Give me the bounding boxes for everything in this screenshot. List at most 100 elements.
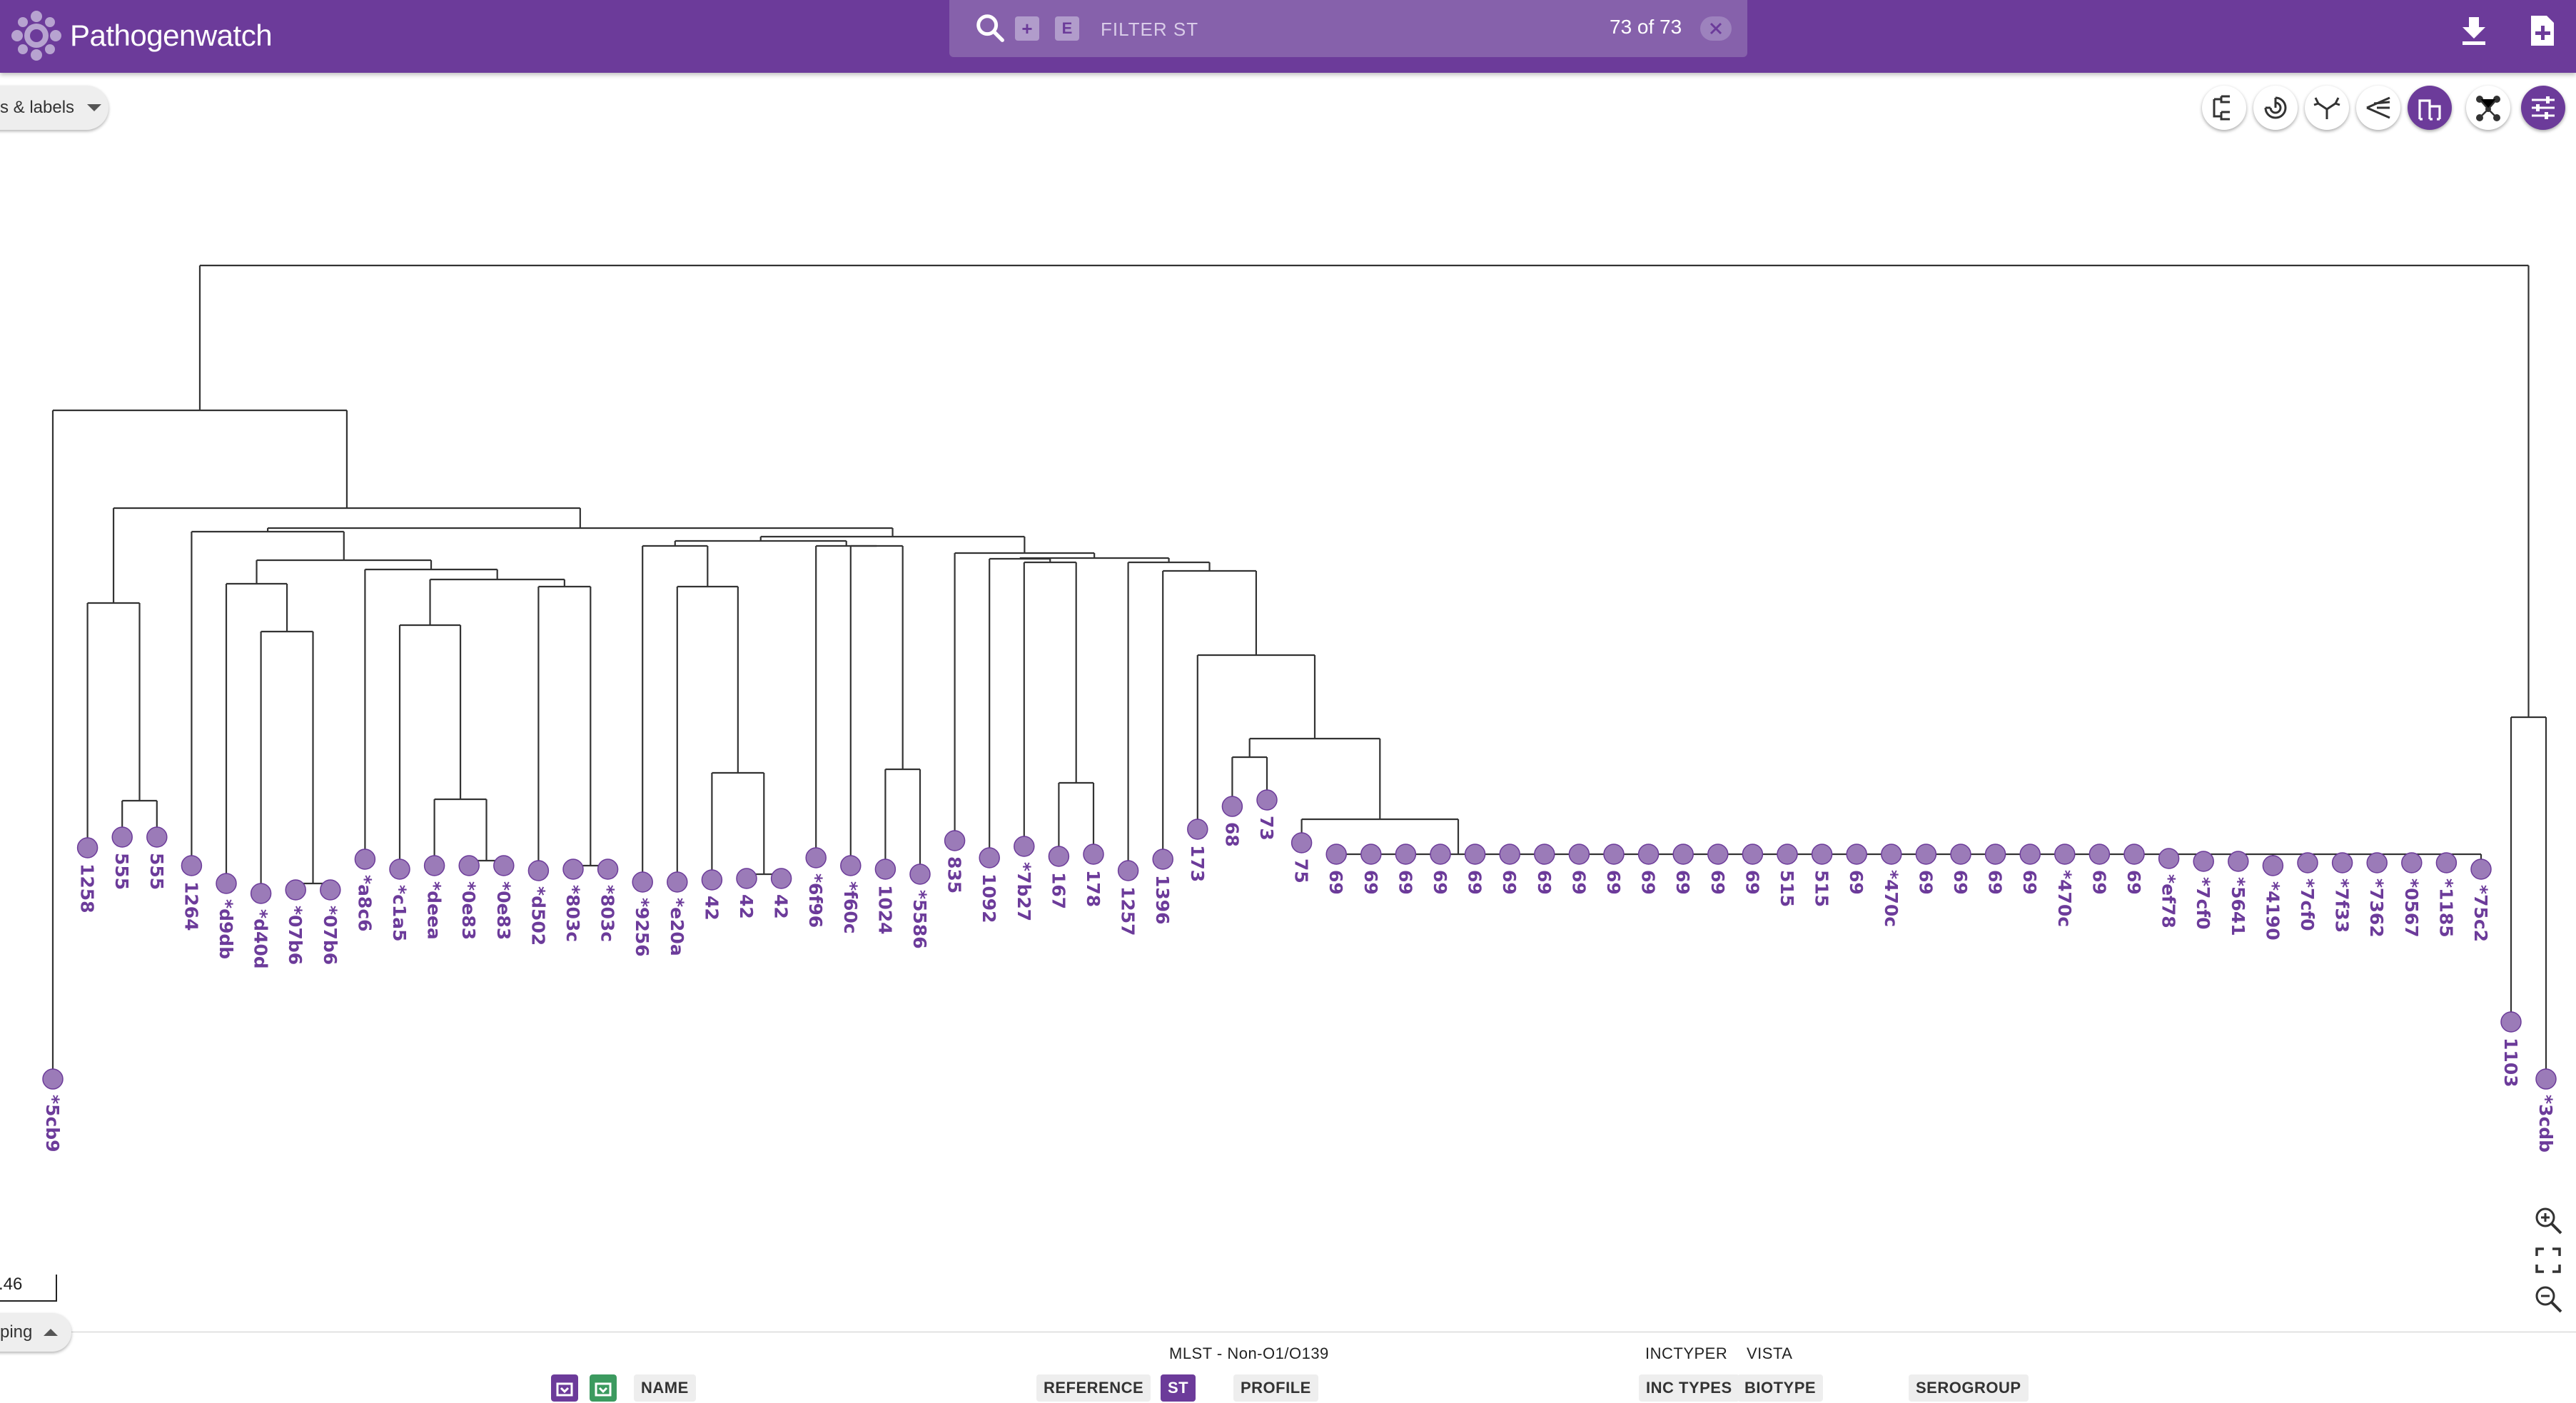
- tree-leaf-node[interactable]: [1395, 844, 1417, 865]
- tree-leaf-node[interactable]: [2435, 852, 2458, 873]
- tree-leaf-node[interactable]: [320, 879, 341, 901]
- tree-leaf-node[interactable]: [1603, 844, 1625, 865]
- tree-leaf-node[interactable]: [1637, 844, 1660, 865]
- tree-leaf-node[interactable]: [805, 847, 827, 868]
- tree-leaf-node[interactable]: [423, 855, 445, 876]
- tree-leaf-node[interactable]: [216, 873, 237, 894]
- tree-leaf-node[interactable]: [1187, 819, 1208, 840]
- tree-leaf-node[interactable]: [1742, 844, 1764, 865]
- tree-leaf-node[interactable]: [736, 868, 757, 889]
- tree-leaf-node[interactable]: [1256, 789, 1278, 811]
- tree-leaf-node[interactable]: [874, 858, 896, 880]
- tree-type-diagonal-button[interactable]: [2356, 86, 2400, 130]
- tree-leaf-node[interactable]: [1325, 844, 1347, 865]
- tree-leaf-node[interactable]: [1846, 844, 1867, 865]
- add-filter-button[interactable]: +: [1015, 16, 1039, 41]
- tree-leaf-node[interactable]: [909, 863, 931, 885]
- column-reference-button[interactable]: REFERENCE: [1036, 1374, 1151, 1402]
- tree-leaf-node[interactable]: [1117, 860, 1139, 881]
- search-input[interactable]: [1099, 13, 1530, 46]
- tree-leaf-node[interactable]: [2054, 844, 2076, 865]
- collapse-metadata-icon[interactable]: [551, 1374, 578, 1402]
- search-icon[interactable]: [974, 11, 1006, 44]
- network-view-button[interactable]: [2466, 86, 2510, 130]
- tree-leaf-node[interactable]: [2331, 852, 2353, 873]
- tree-leaf-node[interactable]: [76, 837, 99, 858]
- zoom-in-icon[interactable]: [2532, 1205, 2564, 1236]
- tree-leaf-node[interactable]: [2401, 852, 2423, 873]
- tree-leaf-node[interactable]: [944, 830, 966, 851]
- tree-leaf-node[interactable]: [632, 871, 653, 893]
- tree-leaf-node[interactable]: [458, 855, 480, 876]
- tree-type-circular-button[interactable]: [2253, 86, 2298, 130]
- exact-match-button[interactable]: E: [1055, 16, 1079, 41]
- tree-leaf-node[interactable]: [2500, 1011, 2522, 1033]
- tree-type-rectangular-button[interactable]: [2202, 86, 2246, 130]
- zoom-out-icon[interactable]: [2532, 1283, 2564, 1315]
- tree-leaf-node[interactable]: [2019, 844, 2041, 865]
- column-inc-types-button[interactable]: INC TYPES: [1639, 1374, 1739, 1402]
- tree-type-hierarchical-button[interactable]: [2408, 86, 2452, 130]
- tree-leaf-node[interactable]: [2158, 848, 2180, 869]
- tree-leaf-node[interactable]: [1672, 844, 1694, 865]
- tree-leaf-node[interactable]: [42, 1068, 64, 1090]
- tree-leaf-node[interactable]: [1083, 844, 1104, 865]
- tree-leaf-node[interactable]: [2297, 852, 2318, 873]
- grouping-toggle-button[interactable]: ping: [0, 1313, 71, 1352]
- tree-leaf-node[interactable]: [1568, 844, 1590, 865]
- tree-leaf-node[interactable]: [2123, 844, 2145, 865]
- tree-leaf-node[interactable]: [1014, 836, 1035, 857]
- app-logo[interactable]: Pathogenwatch: [10, 6, 273, 66]
- tree-leaf-node[interactable]: [493, 855, 515, 876]
- tree-leaf-node[interactable]: [1915, 844, 1937, 865]
- expand-metadata-icon[interactable]: [590, 1374, 617, 1402]
- column-st-button[interactable]: ST: [1161, 1374, 1196, 1402]
- tree-leaf-node[interactable]: [285, 879, 306, 901]
- tree-leaf-node[interactable]: [1048, 846, 1070, 867]
- tree-leaf-node[interactable]: [1464, 844, 1486, 865]
- add-file-icon[interactable]: [2528, 14, 2557, 47]
- tree-leaf-node[interactable]: [1290, 832, 1313, 854]
- tree-leaf-node[interactable]: [1221, 796, 1243, 817]
- column-name-button[interactable]: NAME: [634, 1374, 696, 1402]
- tree-settings-button[interactable]: [2521, 86, 2565, 130]
- tree-leaf-node[interactable]: [2470, 858, 2492, 880]
- tree-leaf-node[interactable]: [597, 858, 619, 880]
- tree-leaf-node[interactable]: [2088, 844, 2111, 865]
- tree-leaf-node[interactable]: [111, 826, 133, 848]
- fit-icon[interactable]: [2532, 1245, 2564, 1276]
- column-profile-button[interactable]: PROFILE: [1233, 1374, 1318, 1402]
- tree-leaf-node[interactable]: [1152, 849, 1173, 870]
- tree-leaf-node[interactable]: [701, 869, 723, 891]
- tree-leaf-node[interactable]: [250, 883, 272, 904]
- tree-leaf-node[interactable]: [770, 868, 792, 889]
- tree-leaf-node[interactable]: [1777, 844, 1798, 865]
- tree-leaf-node[interactable]: [1707, 844, 1729, 865]
- tree-leaf-node[interactable]: [146, 826, 168, 848]
- nodes-labels-dropdown[interactable]: s & labels: [0, 86, 108, 130]
- tree-leaf-node[interactable]: [1534, 844, 1555, 865]
- tree-leaf-node[interactable]: [1811, 844, 1833, 865]
- tree-leaf-node[interactable]: [2535, 1068, 2557, 1090]
- tree-leaf-node[interactable]: [1499, 844, 1520, 865]
- tree-leaf-node[interactable]: [389, 858, 410, 880]
- tree-leaf-node[interactable]: [2228, 851, 2249, 872]
- tree-leaf-node[interactable]: [2193, 851, 2214, 872]
- clear-search-button[interactable]: [1700, 16, 1732, 41]
- tree-leaf-node[interactable]: [562, 858, 584, 880]
- tree-leaf-node[interactable]: [667, 871, 688, 893]
- tree-leaf-node[interactable]: [1881, 844, 1902, 865]
- tree-leaf-node[interactable]: [1360, 844, 1382, 865]
- tree-leaf-node[interactable]: [2262, 855, 2284, 876]
- tree-leaf-node[interactable]: [979, 847, 1000, 868]
- tree-type-radial-button[interactable]: [2305, 86, 2349, 130]
- column-biotype-button[interactable]: BIOTYPE: [1737, 1374, 1824, 1402]
- tree-leaf-node[interactable]: [840, 855, 862, 876]
- tree-leaf-node[interactable]: [2366, 852, 2388, 873]
- column-serogroup-button[interactable]: SEROGROUP: [1909, 1374, 2029, 1402]
- tree-leaf-node[interactable]: [527, 860, 550, 881]
- download-icon[interactable]: [2460, 14, 2488, 47]
- tree-leaf-node[interactable]: [354, 849, 376, 870]
- tree-leaf-node[interactable]: [1950, 844, 1971, 865]
